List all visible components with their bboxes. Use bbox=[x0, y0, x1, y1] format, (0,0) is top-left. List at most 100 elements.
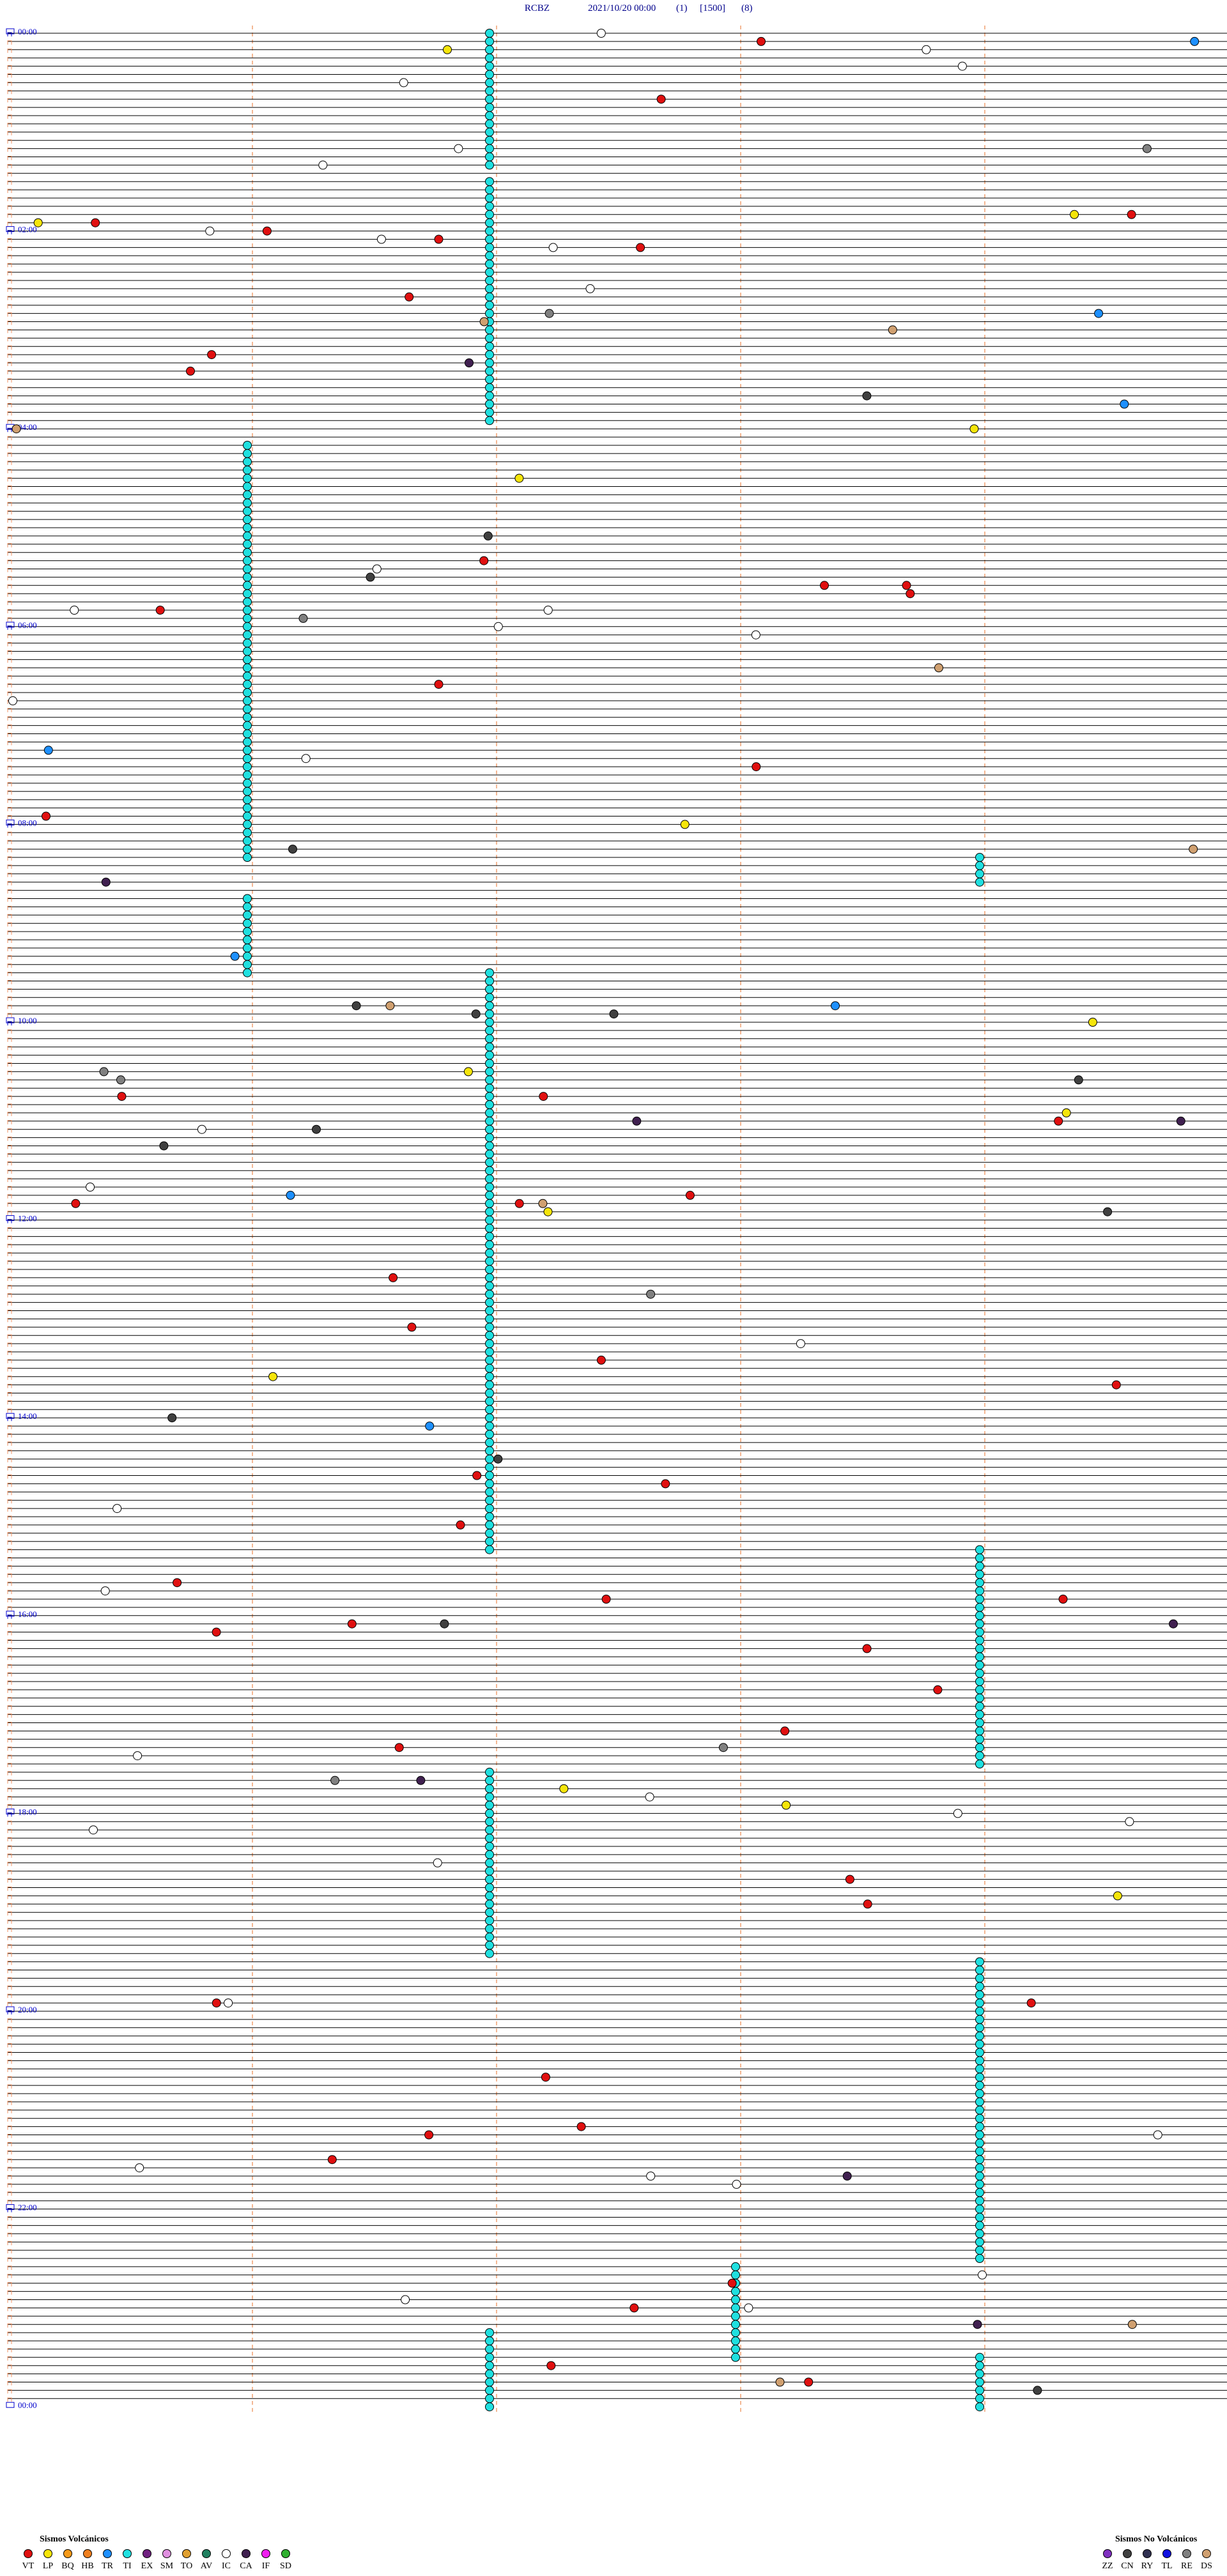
legend-label: EX bbox=[141, 2561, 153, 2571]
legend-label: AV bbox=[201, 2561, 212, 2571]
row-marker bbox=[7, 2208, 12, 2212]
event-mark bbox=[632, 1116, 642, 1126]
row-marker bbox=[7, 922, 12, 927]
row-marker bbox=[7, 246, 12, 251]
row-marker bbox=[7, 1697, 12, 1701]
row-marker bbox=[7, 1359, 12, 1363]
tremor-mark bbox=[485, 350, 494, 360]
row-marker bbox=[7, 881, 12, 885]
row-marker bbox=[7, 477, 12, 482]
event-mark bbox=[1125, 1817, 1134, 1827]
row-marker bbox=[7, 1317, 12, 1322]
tremor-mark bbox=[243, 548, 252, 557]
tremor-mark bbox=[485, 993, 494, 1002]
param-3: (8) bbox=[741, 3, 753, 13]
row-marker bbox=[7, 1573, 12, 1578]
tremor-mark bbox=[975, 1660, 984, 1670]
tremor-mark bbox=[485, 1265, 494, 1274]
legend-label: RE bbox=[1181, 2561, 1192, 2571]
event-mark bbox=[376, 234, 386, 244]
tremor-mark bbox=[243, 597, 252, 607]
event-mark bbox=[541, 2073, 550, 2082]
row-marker bbox=[7, 1482, 12, 1487]
row-marker bbox=[7, 2035, 12, 2039]
tremor-mark bbox=[243, 630, 252, 640]
event-mark bbox=[456, 1520, 465, 1529]
row-marker bbox=[7, 32, 12, 36]
row-marker bbox=[7, 2299, 12, 2303]
row-marker bbox=[7, 1796, 12, 1800]
tremor-mark bbox=[485, 1397, 494, 1406]
row-marker bbox=[7, 1087, 12, 1092]
tremor-mark bbox=[243, 894, 252, 903]
tremor-mark bbox=[485, 1141, 494, 1151]
event-mark bbox=[1094, 309, 1104, 318]
tremor-mark bbox=[975, 1553, 984, 1563]
event-mark bbox=[33, 218, 43, 227]
time-box bbox=[6, 1215, 15, 1222]
event-mark bbox=[318, 160, 328, 170]
tremor-mark bbox=[485, 1899, 494, 1909]
event-mark bbox=[1088, 1018, 1097, 1027]
event-mark bbox=[751, 630, 760, 640]
row-marker bbox=[7, 1458, 12, 1462]
event-mark bbox=[718, 1743, 728, 1752]
row-marker bbox=[7, 1623, 12, 1627]
row-marker bbox=[7, 1376, 12, 1380]
tremor-mark bbox=[485, 70, 494, 79]
tremor-mark bbox=[243, 721, 252, 730]
row-marker bbox=[7, 807, 12, 811]
event-mark bbox=[548, 243, 558, 252]
row-marker bbox=[7, 1252, 12, 1257]
event-mark bbox=[372, 564, 382, 574]
row-marker bbox=[7, 1137, 12, 1141]
row-marker bbox=[7, 1235, 12, 1240]
row-marker bbox=[7, 139, 12, 144]
tremor-mark bbox=[243, 746, 252, 755]
row-marker bbox=[7, 1590, 12, 1595]
row-marker bbox=[7, 2224, 12, 2229]
event-mark bbox=[645, 1792, 654, 1802]
event-mark bbox=[576, 2122, 586, 2131]
event-mark bbox=[661, 1479, 670, 1489]
tremor-mark bbox=[485, 2394, 494, 2404]
event-mark bbox=[454, 144, 463, 153]
event-mark bbox=[135, 2163, 144, 2173]
tremor-mark bbox=[243, 539, 252, 549]
tremor-mark bbox=[485, 309, 494, 318]
tremor-mark bbox=[975, 2163, 984, 2173]
tremor-mark bbox=[975, 2122, 984, 2131]
tremor-mark bbox=[975, 1619, 984, 1629]
event-mark bbox=[796, 1339, 805, 1349]
row-marker bbox=[7, 2183, 12, 2188]
tremor-mark bbox=[243, 622, 252, 631]
event-mark bbox=[601, 1595, 611, 1604]
tremor-mark bbox=[485, 1792, 494, 1802]
tremor-mark bbox=[485, 119, 494, 128]
time-label: 06:00 bbox=[18, 620, 37, 630]
tremor-mark bbox=[243, 845, 252, 854]
row-marker bbox=[7, 1689, 12, 1693]
row-marker bbox=[7, 230, 12, 234]
event-mark bbox=[845, 1874, 854, 1884]
tremor-mark bbox=[243, 556, 252, 565]
legend-swatch bbox=[1143, 2549, 1152, 2558]
event-mark bbox=[831, 1001, 840, 1011]
tremor-mark bbox=[485, 1775, 494, 1785]
row-marker bbox=[7, 493, 12, 498]
tremor-mark bbox=[485, 1314, 494, 1324]
row-marker bbox=[7, 831, 12, 836]
event-mark bbox=[957, 61, 967, 71]
tremor-mark bbox=[485, 1199, 494, 1208]
tremor-mark bbox=[485, 36, 494, 46]
row-marker bbox=[7, 1680, 12, 1685]
tremor-mark bbox=[975, 1586, 984, 1596]
row-marker bbox=[7, 749, 12, 754]
tremor-mark bbox=[485, 1916, 494, 1926]
row-marker bbox=[7, 1837, 12, 1842]
row-marker bbox=[7, 1433, 12, 1438]
event-mark bbox=[42, 811, 50, 821]
tremor-mark bbox=[485, 1100, 494, 1109]
event-mark bbox=[1127, 2320, 1137, 2329]
legend-swatch bbox=[242, 2549, 251, 2558]
